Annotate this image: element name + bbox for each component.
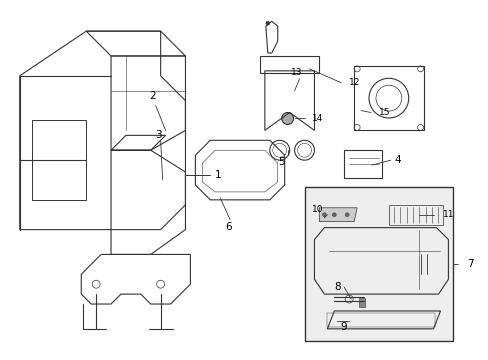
Text: 8: 8: [333, 282, 340, 292]
Text: 9: 9: [339, 322, 346, 332]
Bar: [358, 298, 365, 307]
Bar: [353, 66, 423, 130]
Text: 2: 2: [149, 91, 156, 101]
Text: 3: 3: [155, 130, 162, 140]
Bar: [326, 313, 434, 327]
Text: 13: 13: [290, 68, 302, 77]
Text: 14: 14: [311, 114, 322, 123]
Circle shape: [332, 213, 336, 217]
Circle shape: [281, 113, 293, 125]
Text: 4: 4: [394, 155, 401, 165]
Text: 7: 7: [466, 259, 472, 269]
Text: 12: 12: [348, 78, 360, 87]
Bar: [32, 121, 86, 200]
Bar: [344, 150, 381, 178]
Circle shape: [322, 213, 325, 217]
Bar: [304, 187, 452, 341]
Circle shape: [345, 213, 348, 217]
Text: 5: 5: [278, 157, 285, 167]
Text: 15: 15: [378, 108, 389, 117]
Polygon shape: [319, 208, 356, 222]
Text: 1: 1: [215, 170, 222, 180]
Text: 6: 6: [224, 222, 231, 231]
Text: 10: 10: [311, 205, 323, 214]
Text: 11: 11: [443, 210, 454, 219]
Circle shape: [265, 21, 269, 25]
